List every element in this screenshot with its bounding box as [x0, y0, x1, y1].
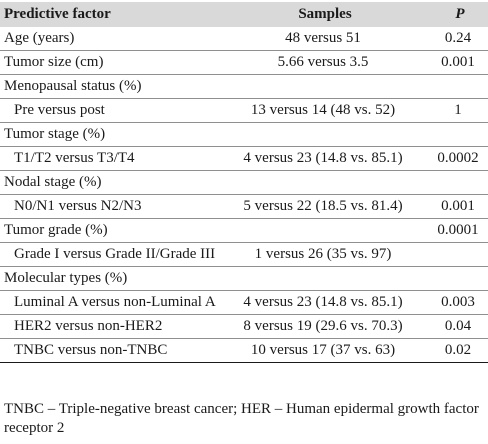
p-value-cell	[428, 122, 488, 147]
samples-cell: 5.66 versus 3.5	[218, 50, 428, 75]
table-footnote: TNBC – Triple-negative breast cancer; HE…	[4, 401, 479, 436]
samples-cell: 10 versus 17 (37 vs. 63)	[218, 338, 428, 363]
p-value-cell: 0.001	[428, 194, 488, 219]
table-row: Tumor grade (%) 0.0001	[0, 218, 488, 243]
table-row: Tumor stage (%)	[0, 122, 488, 147]
p-value-cell: 0.003	[428, 290, 488, 315]
table-row: N0/N1 versus N2/N3 5 versus 22 (18.5 vs. …	[0, 194, 488, 219]
p-value-cell: 0.001	[428, 50, 488, 75]
p-value-cell: 0.24	[428, 27, 488, 51]
p-value-cell: 1	[428, 98, 488, 123]
table-row: Pre versus post 13 versus 14 (48 vs. 52) 1	[0, 98, 488, 123]
samples-cell: 4 versus 23 (14.8 vs. 85.1)	[218, 146, 428, 171]
table-header: Predictive factor Samples P	[0, 2, 488, 27]
table-row: Age (years) 48 versus 51 0.24	[0, 27, 488, 51]
p-value-cell	[428, 242, 488, 267]
factor-cell: HER2 versus non-HER2	[0, 314, 218, 339]
factor-cell: T1/T2 versus T3/T4	[0, 146, 218, 171]
predictive-factors-table: Predictive factor Samples P Age (years) 4…	[0, 2, 488, 363]
p-value-cell: 0.04	[428, 314, 488, 339]
table-row: TNBC versus non-TNBC 10 versus 17 (37 vs.…	[0, 338, 488, 363]
factor-cell: Molecular types (%)	[0, 266, 218, 291]
p-value-cell	[428, 266, 488, 291]
table-row: Molecular types (%)	[0, 266, 488, 291]
samples-cell	[218, 122, 428, 147]
table-row: Menopausal status (%)	[0, 74, 488, 99]
factor-cell: Nodal stage (%)	[0, 170, 218, 195]
column-header-samples: Samples	[298, 6, 352, 22]
factor-cell: Luminal A versus non-Luminal A	[0, 290, 218, 315]
samples-cell: 13 versus 14 (48 vs. 52)	[218, 98, 428, 123]
factor-cell: Tumor stage (%)	[0, 122, 218, 147]
table-row: Tumor size (cm) 5.66 versus 3.5 0.001	[0, 50, 488, 75]
samples-cell	[218, 170, 428, 195]
factor-cell: Age (years)	[0, 27, 218, 51]
table-body: Age (years) 48 versus 51 0.24 Tumor size (c…	[0, 27, 488, 363]
factor-cell: Tumor grade (%)	[0, 218, 218, 243]
p-value-cell	[428, 74, 488, 99]
samples-cell	[218, 74, 428, 99]
factor-cell: Tumor size (cm)	[0, 50, 218, 75]
table-row: T1/T2 versus T3/T4 4 versus 23 (14.8 vs. …	[0, 146, 488, 171]
table-row: Nodal stage (%)	[0, 170, 488, 195]
samples-cell: 48 versus 51	[218, 27, 428, 51]
factor-cell: N0/N1 versus N2/N3	[0, 194, 218, 219]
p-value-cell: 0.0002	[428, 146, 488, 171]
table-row: HER2 versus non-HER2 8 versus 19 (29.6 vs…	[0, 314, 488, 339]
p-value-cell: 0.0001	[428, 218, 488, 243]
samples-cell	[218, 218, 428, 243]
factor-cell: Menopausal status (%)	[0, 74, 218, 99]
header-row: Predictive factor Samples P	[0, 2, 488, 27]
samples-cell: 5 versus 22 (18.5 vs. 81.4)	[218, 194, 428, 219]
samples-cell: 4 versus 23 (14.8 vs. 85.1)	[218, 290, 428, 315]
factor-cell: Pre versus post	[0, 98, 218, 123]
factor-cell: TNBC versus non-TNBC	[0, 338, 218, 363]
factor-cell: Grade I versus Grade II/Grade III	[0, 242, 218, 267]
samples-cell: 8 versus 19 (29.6 vs. 70.3)	[218, 314, 428, 339]
samples-cell	[218, 266, 428, 291]
column-header-factor: Predictive factor	[4, 6, 111, 22]
samples-cell: 1 versus 26 (35 vs. 97)	[218, 242, 428, 267]
p-value-cell	[428, 170, 488, 195]
p-value-cell: 0.02	[428, 338, 488, 363]
column-header-p: P	[455, 6, 465, 22]
table-row: Grade I versus Grade II/Grade III 1 versu…	[0, 242, 488, 267]
